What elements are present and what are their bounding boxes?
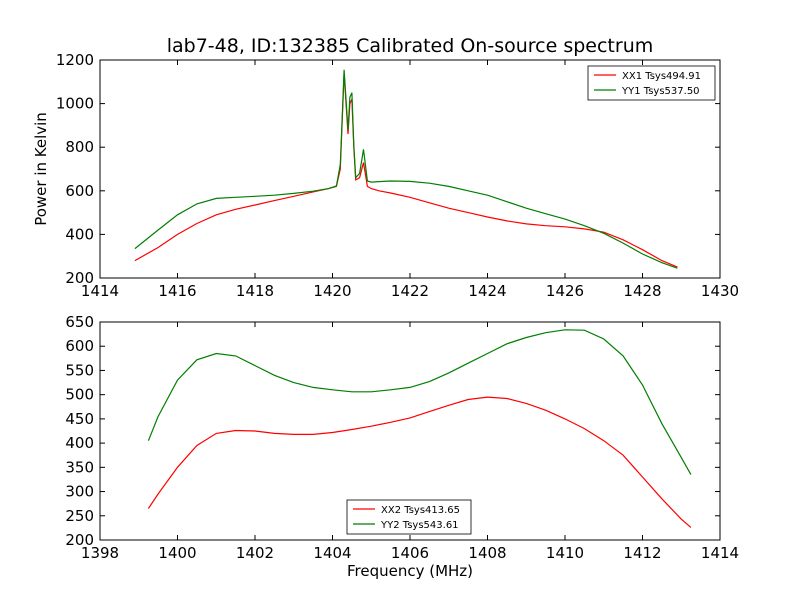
legend-entry: XX1 Tsys494.91 bbox=[622, 71, 701, 82]
y-tick-label: 600 bbox=[65, 337, 94, 355]
x-axis-label: Frequency (MHz) bbox=[347, 562, 473, 580]
y-tick-label: 1000 bbox=[56, 95, 94, 113]
series-line-red bbox=[134, 73, 678, 268]
x-tick-label: 1416 bbox=[158, 282, 196, 300]
legend-entry: YY1 Tsys537.50 bbox=[621, 86, 700, 97]
legend: XX2 Tsys413.65 YY2 Tsys543.61 bbox=[346, 499, 472, 535]
y-tick-label: 200 bbox=[65, 269, 94, 287]
x-tick-label: 1412 bbox=[623, 544, 661, 562]
bottom-plot: 1398 1400 1402 1404 1406 1408 1410 1412 1414 200 2… bbox=[65, 313, 739, 580]
y-tick-label: 300 bbox=[65, 483, 94, 501]
x-tick-label: 1406 bbox=[391, 544, 429, 562]
x-tick-label: 1426 bbox=[546, 282, 584, 300]
y-tick-label: 400 bbox=[65, 225, 94, 243]
y-tick-label: 400 bbox=[65, 434, 94, 452]
x-tick-label: 1418 bbox=[236, 282, 274, 300]
x-tick-label: 1398 bbox=[81, 544, 119, 562]
x-tick-label: 1420 bbox=[313, 282, 351, 300]
y-axis-label: Power in Kelvin bbox=[32, 112, 50, 226]
x-tick-label: 1408 bbox=[468, 544, 506, 562]
x-tick-label: 1414 bbox=[701, 544, 739, 562]
x-tick-label: 1410 bbox=[546, 544, 584, 562]
y-tick-label: 250 bbox=[65, 507, 94, 525]
series-line-green bbox=[134, 69, 678, 269]
y-tick-label: 550 bbox=[65, 361, 94, 379]
x-tick-label: 1414 bbox=[81, 282, 119, 300]
y-tick-label: 1200 bbox=[56, 51, 94, 69]
y-tick-label: 350 bbox=[65, 458, 94, 476]
legend-box bbox=[587, 65, 716, 101]
x-tick-label: 1422 bbox=[391, 282, 429, 300]
legend-box bbox=[346, 499, 472, 535]
series-line-green bbox=[147, 329, 692, 475]
legend-entry: YY2 Tsys543.61 bbox=[380, 520, 459, 531]
chart-title: lab7-48, ID:132385 Calibrated On-source … bbox=[167, 35, 654, 57]
x-tick-label: 1400 bbox=[158, 544, 196, 562]
top-plot: 1414 1416 1418 1420 1422 1424 1426 1428 1430 200 4… bbox=[32, 51, 739, 300]
x-tick-label: 1428 bbox=[623, 282, 661, 300]
x-tick-label: 1424 bbox=[468, 282, 506, 300]
x-tick-label: 1404 bbox=[313, 544, 351, 562]
series-line-red bbox=[147, 396, 692, 528]
y-tick-label: 600 bbox=[65, 182, 94, 200]
legend-entry: XX2 Tsys413.65 bbox=[381, 505, 460, 516]
x-tick-label: 1430 bbox=[701, 282, 739, 300]
legend: XX1 Tsys494.91 YY1 Tsys537.50 bbox=[587, 65, 716, 101]
y-tick-label: 200 bbox=[65, 531, 94, 549]
x-tick-label: 1402 bbox=[236, 544, 274, 562]
y-tick-label: 500 bbox=[65, 386, 94, 404]
y-tick-label: 800 bbox=[65, 138, 94, 156]
y-tick-label: 450 bbox=[65, 410, 94, 428]
y-tick-label: 650 bbox=[65, 313, 94, 331]
